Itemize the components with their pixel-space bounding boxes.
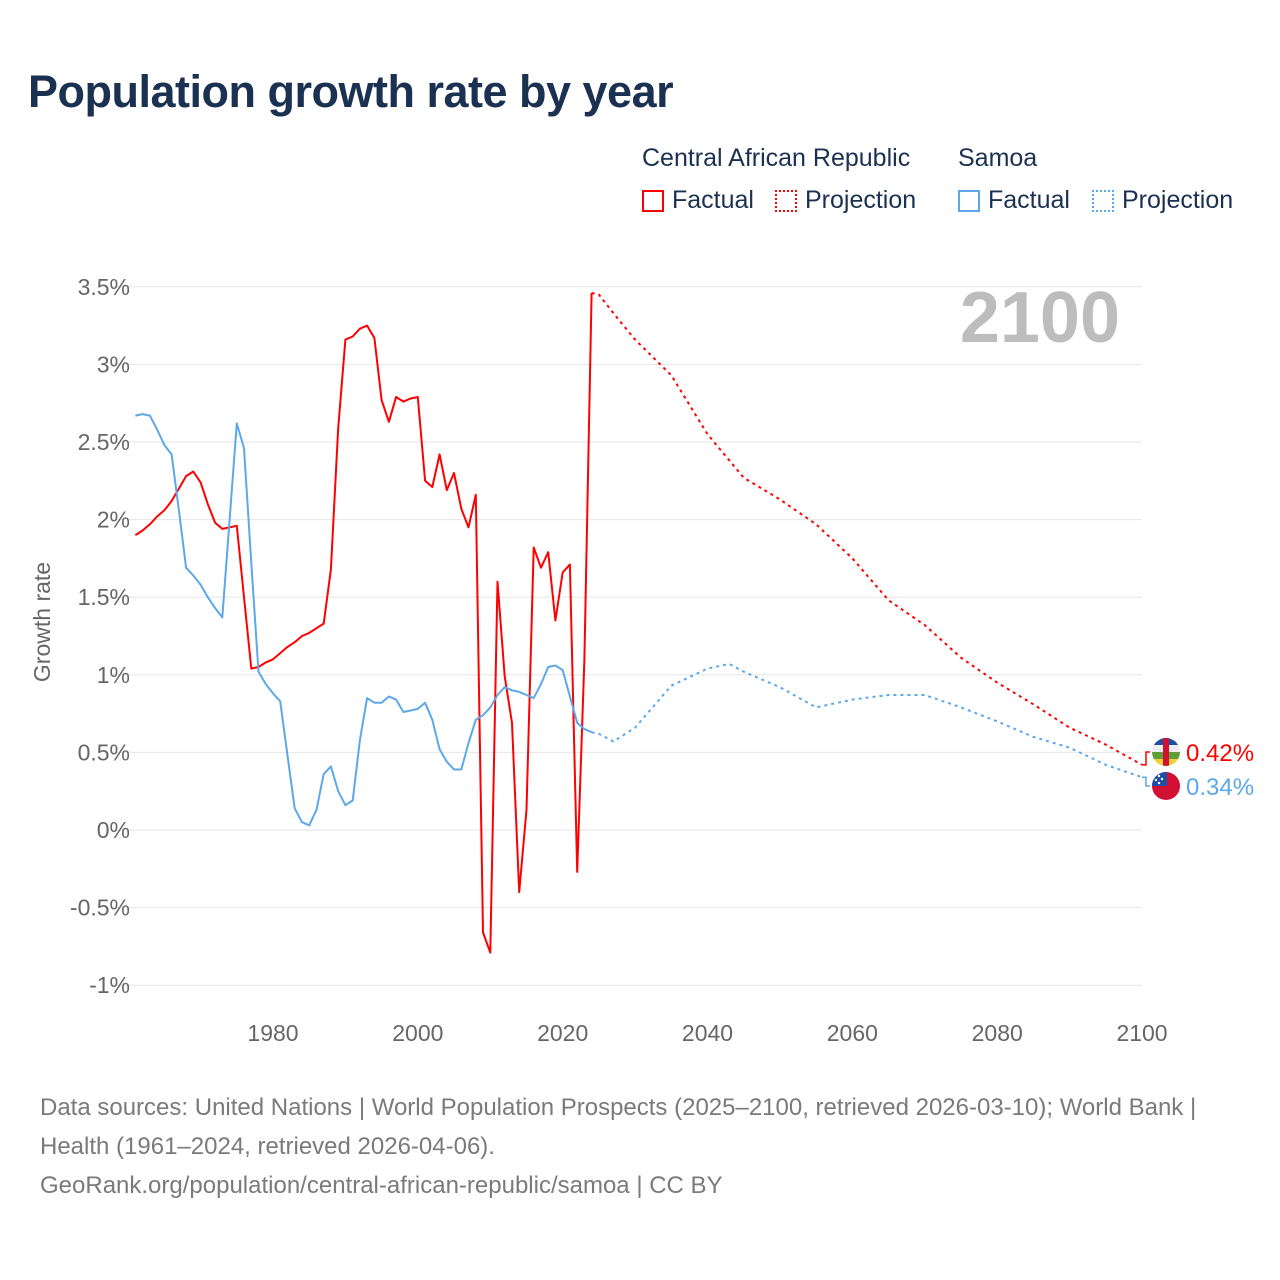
footer-sources: Data sources: United Nations | World Pop… bbox=[40, 1094, 1197, 1160]
x-tick-label: 2040 bbox=[682, 1020, 733, 1046]
y-tick-label: 1.5% bbox=[78, 584, 130, 610]
series-line bbox=[135, 413, 592, 827]
x-tick-label: 2080 bbox=[972, 1020, 1023, 1046]
y-tick-label: -1% bbox=[89, 972, 130, 998]
x-tick-label: 2000 bbox=[392, 1020, 443, 1046]
legend-label: Projection bbox=[805, 186, 917, 214]
legend-samoa-projection[interactable]: Projection bbox=[1092, 186, 1233, 215]
legend-car-factual[interactable]: Factual bbox=[642, 186, 754, 215]
end-connector bbox=[1142, 751, 1150, 766]
series-line bbox=[591, 662, 1143, 779]
year-watermark: 2100 bbox=[960, 278, 1120, 358]
chart-title: Population growth rate by year bbox=[28, 66, 674, 117]
legend-swatch-solid-red bbox=[642, 189, 664, 212]
x-tick-label: 2100 bbox=[1116, 1020, 1167, 1046]
y-tick-label: 0.5% bbox=[78, 739, 130, 765]
x-tick-label: 2020 bbox=[537, 1020, 588, 1046]
y-tick-label: 0% bbox=[97, 817, 130, 843]
legend-samoa-factual[interactable]: Factual bbox=[958, 186, 1070, 215]
central-african-republic-flag-icon bbox=[1152, 738, 1180, 766]
legend-group-car: Central African Republic bbox=[642, 144, 911, 172]
legend-swatch-solid-blue bbox=[958, 189, 980, 212]
y-tick-label: 2.5% bbox=[78, 429, 130, 455]
legend-group-samoa: Samoa bbox=[958, 144, 1038, 172]
footer-credit[interactable]: GeoRank.org/population/central-african-r… bbox=[40, 1172, 723, 1199]
y-tick-label: 3% bbox=[97, 351, 130, 377]
x-tick-label: 2060 bbox=[827, 1020, 878, 1046]
y-tick-label: 3.5% bbox=[78, 274, 130, 300]
series-line bbox=[591, 292, 1143, 766]
y-axis-label: Growth rate bbox=[29, 562, 55, 682]
samoa-flag-icon bbox=[1152, 772, 1180, 800]
end-value-car: 0.42% bbox=[1186, 740, 1254, 767]
y-tick-label: 2% bbox=[97, 507, 130, 533]
end-value-samoa: 0.34% bbox=[1186, 774, 1254, 801]
y-tick-label: -0.5% bbox=[70, 895, 130, 921]
y-tick-label: 1% bbox=[97, 662, 130, 688]
end-connector bbox=[1142, 776, 1150, 787]
legend-car-projection[interactable]: Projection bbox=[775, 186, 916, 215]
x-tick-label: 1980 bbox=[247, 1020, 298, 1046]
chart-area: 3.5% 3% 2.5% 2% 1.5% 1% 0.5% 0% -0.5% -1% 1980 2000… bbox=[29, 274, 1254, 1046]
footer: Data sources: United Nations | World Pop… bbox=[40, 1088, 1240, 1205]
legend-label: Factual bbox=[988, 186, 1070, 214]
legend-swatch-dotted-red bbox=[775, 189, 797, 212]
legend-label: Projection bbox=[1122, 186, 1234, 214]
series-line bbox=[134, 292, 593, 954]
legend-swatch-dotted-blue bbox=[1092, 189, 1114, 212]
legend-label: Factual bbox=[672, 186, 754, 214]
